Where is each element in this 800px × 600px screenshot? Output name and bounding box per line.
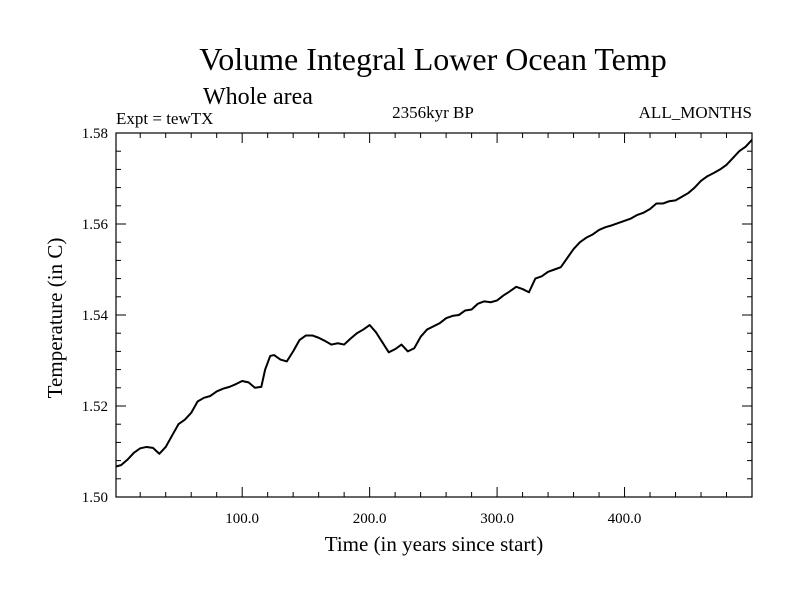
- x-tick-label: 200.0: [353, 511, 387, 527]
- y-tick-labels: 1.50 1.52 1.54 1.56 1.58: [82, 126, 109, 506]
- chart-subtitle: Whole area: [203, 84, 313, 110]
- y-ticks: [116, 150, 752, 480]
- x-tick-label: 100.0: [225, 511, 259, 527]
- x-ticks: [139, 133, 728, 497]
- months-label: ALL_MONTHS: [639, 103, 752, 122]
- y-tick-label: 1.52: [82, 399, 108, 415]
- chart-title: Volume Integral Lower Ocean Temp: [199, 41, 667, 77]
- x-axis-label: Time (in years since start): [325, 532, 544, 556]
- plot-frame: [115, 132, 753, 498]
- x-tick-label: 300.0: [480, 511, 514, 527]
- y-tick-label: 1.54: [82, 308, 109, 324]
- y-tick-label: 1.58: [82, 126, 108, 142]
- y-axis-label: Temperature (in C): [43, 238, 67, 399]
- period-label: 2356kyr BP: [392, 103, 474, 122]
- y-tick-label: 1.50: [82, 490, 108, 506]
- x-tick-label: 400.0: [608, 511, 642, 527]
- experiment-label: Expt = tewTX: [116, 109, 213, 128]
- series-line: [115, 139, 753, 468]
- x-tick-labels: 100.0 200.0 300.0 400.0: [225, 511, 641, 527]
- y-tick-label: 1.56: [82, 217, 109, 233]
